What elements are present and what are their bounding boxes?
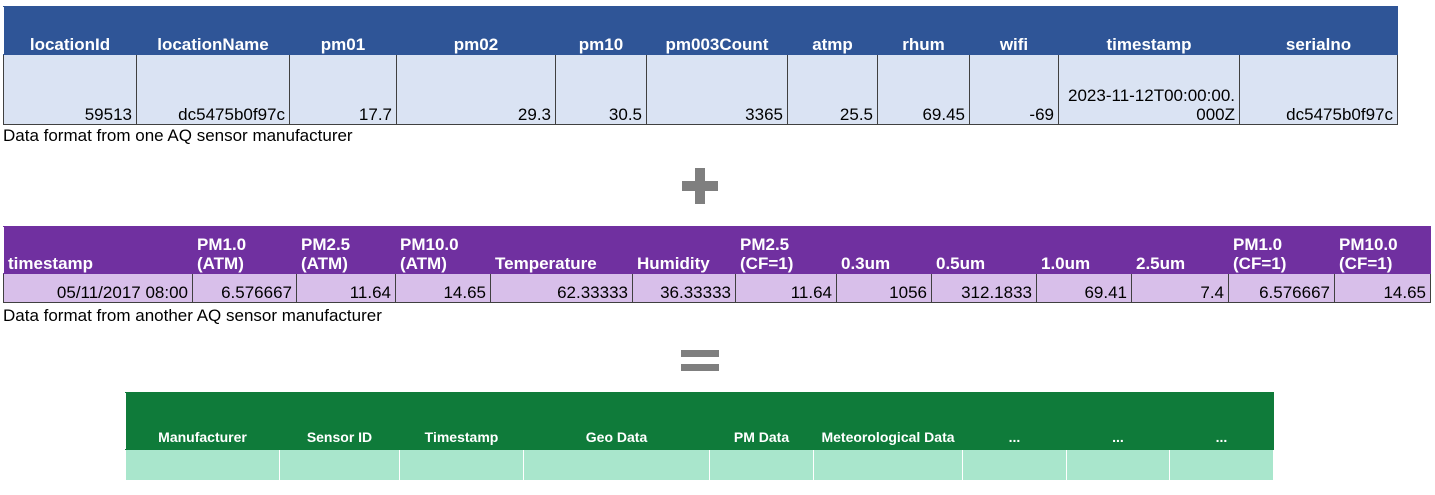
data-cell: dc5475b0f97c	[136, 54, 290, 125]
data-cell: 59513	[3, 54, 137, 125]
data-cell: 29.3	[396, 54, 556, 125]
data-cell: 11.64	[735, 273, 837, 303]
header-cell: 1.0um	[1036, 226, 1132, 274]
data-row: 59513 dc5475b0f97c 17.7 29.3 30.5 3365 25.5 69.…	[3, 54, 1398, 125]
table-head: timestamp PM1.0 (ATM) PM2.5 (ATM) PM10.0 (A…	[3, 226, 1431, 274]
header-cell: PM2.5 (CF=1)	[735, 226, 837, 274]
header-cell: Meteorological Data	[813, 392, 963, 450]
data-row: 05/11/2017 08:00 6.576667 11.64 14.65 62.333…	[3, 273, 1431, 303]
table-head: locationId locationName pm01 pm02 pm10 pm003C…	[3, 6, 1398, 55]
table: timestamp PM1.0 (ATM) PM2.5 (ATM) PM10.0 (A…	[3, 226, 1431, 303]
empty-cell	[279, 449, 400, 481]
data-cell: 3365	[646, 54, 788, 125]
header-cell: pm02	[396, 6, 556, 55]
table-body: 05/11/2017 08:00 6.576667 11.64 14.65 62.333…	[3, 273, 1431, 303]
table-body	[125, 449, 1274, 481]
table: locationId locationName pm01 pm02 pm10 pm003C…	[3, 6, 1398, 125]
data-cell: 30.5	[555, 54, 647, 125]
header-cell: Sensor ID	[279, 392, 400, 450]
table-head: Manufacturer Sensor ID Timestamp Geo Data PM…	[125, 392, 1274, 450]
equals-icon	[681, 350, 719, 371]
header-cell: Timestamp	[399, 392, 524, 450]
header-cell: PM1.0 (CF=1)	[1228, 226, 1335, 274]
header-cell: PM1.0 (ATM)	[192, 226, 297, 274]
plus-icon	[682, 168, 718, 204]
data-cell: 312.1833	[931, 273, 1037, 303]
data-cell: 17.7	[289, 54, 397, 125]
header-cell: pm003Count	[646, 6, 788, 55]
data-cell: -69	[969, 54, 1059, 125]
empty-cell	[962, 449, 1067, 481]
header-cell: serialno	[1239, 6, 1398, 55]
empty-row	[125, 449, 1274, 481]
header-cell: Manufacturer	[125, 392, 280, 450]
header-cell: pm10	[555, 6, 647, 55]
header-cell: 0.5um	[931, 226, 1037, 274]
header-cell: Temperature	[490, 226, 633, 274]
data-cell: 14.65	[395, 273, 491, 303]
header-cell: ...	[1169, 392, 1274, 450]
empty-cell	[1066, 449, 1170, 481]
empty-cell	[399, 449, 524, 481]
header-cell: pm01	[289, 6, 397, 55]
data-cell: 6.576667	[192, 273, 297, 303]
data-cell: 69.41	[1036, 273, 1132, 303]
header-cell: wifi	[969, 6, 1059, 55]
header-cell: locationId	[3, 6, 137, 55]
header-cell: timestamp	[1058, 6, 1240, 55]
header-cell: ...	[1066, 392, 1170, 450]
caption: Data format from another AQ sensor manuf…	[3, 306, 382, 325]
header-cell: Humidity	[632, 226, 736, 274]
header-cell: PM Data	[709, 392, 814, 450]
data-cell: dc5475b0f97c	[1239, 54, 1398, 125]
caption: Data format from one AQ sensor manufactu…	[3, 126, 353, 145]
data-cell: 7.4	[1131, 273, 1229, 303]
header-cell: locationName	[136, 6, 290, 55]
header-cell: rhum	[877, 6, 970, 55]
data-cell: 1056	[836, 273, 932, 303]
header-row: timestamp PM1.0 (ATM) PM2.5 (ATM) PM10.0 (A…	[3, 226, 1431, 274]
empty-cell	[523, 449, 710, 481]
empty-cell	[1169, 449, 1274, 481]
table: Manufacturer Sensor ID Timestamp Geo Data PM…	[125, 392, 1274, 481]
data-cell: 36.33333	[632, 273, 736, 303]
header-cell: PM10.0 (CF=1)	[1334, 226, 1431, 274]
header-row: locationId locationName pm01 pm02 pm10 pm003C…	[3, 6, 1398, 55]
header-cell: 2.5um	[1131, 226, 1229, 274]
header-cell: PM10.0 (ATM)	[395, 226, 491, 274]
empty-cell	[125, 449, 280, 481]
header-cell: atmp	[787, 6, 878, 55]
data-cell: 6.576667	[1228, 273, 1335, 303]
header-cell: Geo Data	[523, 392, 710, 450]
table-body: 59513 dc5475b0f97c 17.7 29.3 30.5 3365 25.5 69.…	[3, 54, 1398, 125]
header-row: Manufacturer Sensor ID Timestamp Geo Data PM…	[125, 392, 1274, 450]
header-cell: PM2.5 (ATM)	[296, 226, 396, 274]
data-cell: 69.45	[877, 54, 970, 125]
header-cell: 0.3um	[836, 226, 932, 274]
empty-cell	[709, 449, 814, 481]
header-cell: timestamp	[3, 226, 193, 274]
data-cell: 62.33333	[490, 273, 633, 303]
data-cell: 14.65	[1334, 273, 1431, 303]
header-cell: ...	[962, 392, 1067, 450]
data-cell: 2023-11-12T00:00:00.000Z	[1058, 54, 1240, 125]
empty-cell	[813, 449, 963, 481]
data-cell: 05/11/2017 08:00	[3, 273, 193, 303]
data-cell: 11.64	[296, 273, 396, 303]
data-cell: 25.5	[787, 54, 878, 125]
